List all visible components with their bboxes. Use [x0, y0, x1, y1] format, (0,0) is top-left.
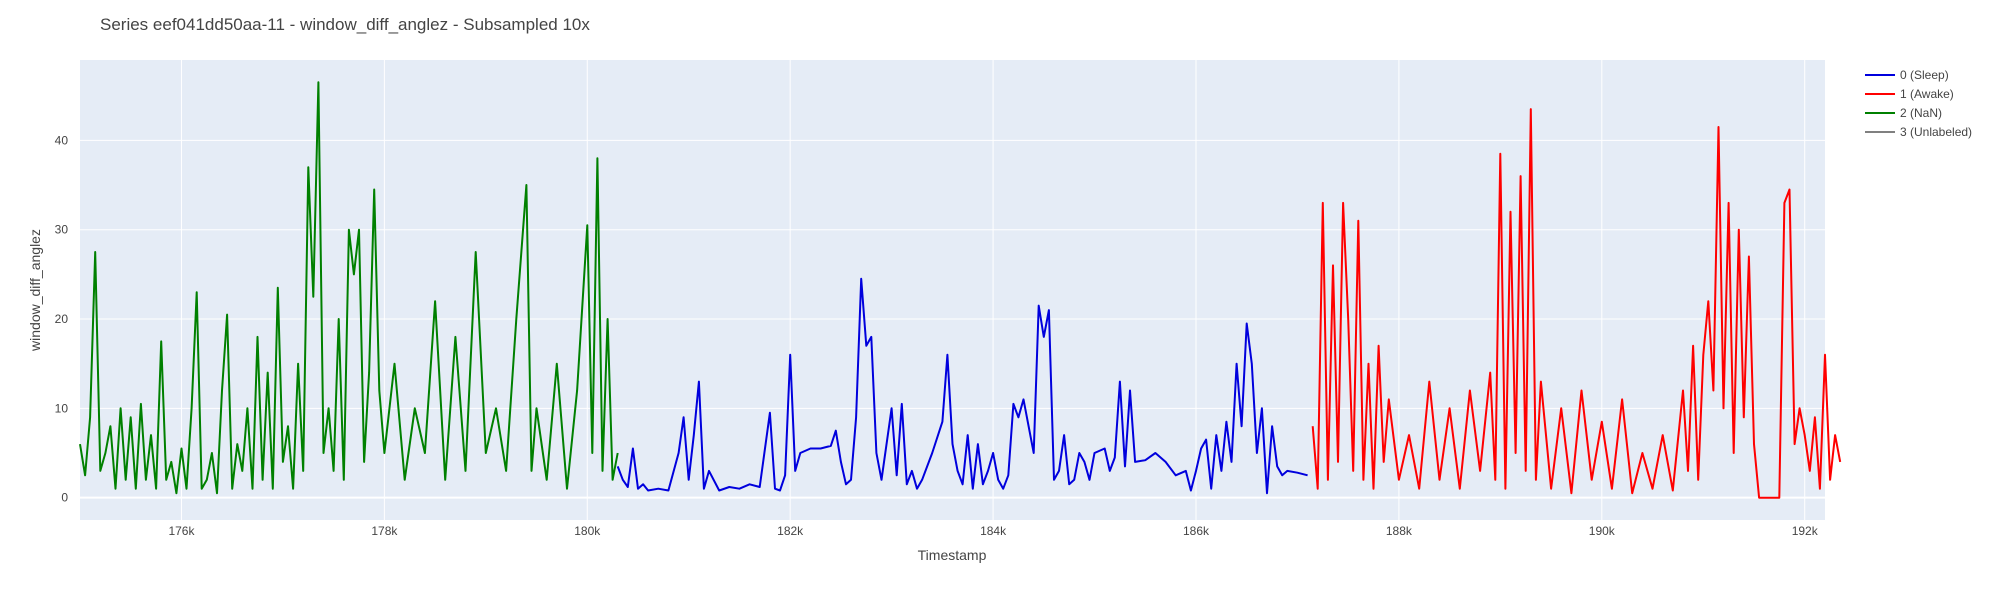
y-tick-label: 20 — [55, 312, 69, 326]
y-tick-label: 10 — [55, 401, 69, 415]
x-tick-label: 184k — [980, 524, 1007, 538]
legend-item[interactable]: 1 (Awake) — [1865, 87, 1954, 101]
y-tick-label: 30 — [55, 223, 69, 237]
x-tick-label: 188k — [1386, 524, 1413, 538]
chart-title: Series eef041dd50aa-11 - window_diff_ang… — [100, 15, 590, 34]
x-tick-label: 180k — [574, 524, 601, 538]
x-tick-label: 186k — [1183, 524, 1210, 538]
legend-label: 0 (Sleep) — [1900, 68, 1949, 82]
y-tick-label: 40 — [55, 133, 69, 147]
legend[interactable]: 0 (Sleep) 1 (Awake) 2 (NaN) 3 (Unlabeled) — [1865, 68, 1972, 139]
series-line — [1311, 108, 1842, 499]
x-tick-label: 192k — [1792, 524, 1819, 538]
series-layer — [79, 81, 1842, 499]
legend-label: 1 (Awake) — [1900, 87, 1954, 101]
legend-item[interactable]: 0 (Sleep) — [1865, 68, 1949, 82]
legend-label: 3 (Unlabeled) — [1900, 125, 1972, 139]
legend-item[interactable]: 3 (Unlabeled) — [1865, 125, 1972, 139]
y-tick-label: 0 — [61, 491, 68, 505]
series-line — [79, 81, 619, 495]
legend-item[interactable]: 2 (NaN) — [1865, 106, 1942, 120]
legend-label: 2 (NaN) — [1900, 106, 1942, 120]
x-tick-label: 182k — [777, 524, 804, 538]
x-tick-label: 178k — [371, 524, 398, 538]
y-axis-title: window_diff_anglez — [27, 229, 43, 352]
x-tick-label: 176k — [168, 524, 195, 538]
tick-labels: 176k 178k 180k 182k 184k 186k 188k 190k 192k 0 10 2… — [55, 133, 1819, 538]
series-line — [616, 277, 1308, 495]
x-axis-title: Timestamp — [918, 547, 987, 563]
plot-background — [80, 60, 1825, 520]
x-tick-label: 190k — [1589, 524, 1616, 538]
